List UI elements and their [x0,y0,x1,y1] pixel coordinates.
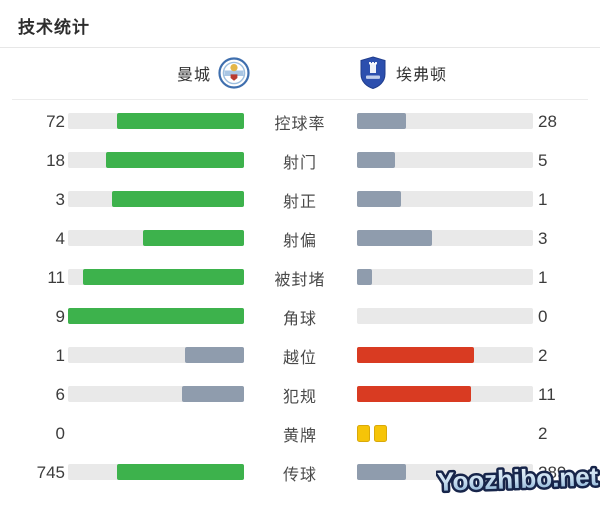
away-value: 0 [538,306,548,326]
stat-row: 9 角球 0 [0,297,600,336]
home-value: 745 [36,462,65,482]
home-bar-track [68,191,244,207]
stat-label: 射门 [282,154,317,172]
stat-label: 犯规 [282,388,317,406]
stat-label: 射正 [282,193,317,211]
away-bar-track [357,464,533,480]
home-bar-track [68,269,244,285]
stat-row: 18 射门 5 [0,141,600,180]
divider-top [0,47,600,48]
home-bar-fill [143,230,244,246]
away-bar-fill [357,386,471,402]
away-value: 289 [538,462,567,482]
away-bar-fill [357,464,407,480]
home-value: 1 [55,345,65,365]
away-value: 11 [538,384,556,404]
yellow-card-icon [357,425,370,442]
home-bar-track [68,308,244,324]
home-value: 11 [47,267,65,287]
watermark: Yoozhibo.net [434,454,600,500]
away-team-header: 埃弗顿 [357,56,447,90]
away-bar-track [357,191,533,207]
away-value: 28 [538,111,557,131]
stat-label: 射偏 [282,232,317,250]
home-bar-track [68,464,244,480]
home-value: 4 [55,228,65,248]
stat-row: 3 射正 1 [0,180,600,219]
stats-rows: 72 控球率 28 18 射门 5 3 射正 1 4 [0,102,600,492]
away-value: 1 [538,189,548,209]
home-bar-track [68,152,244,168]
away-value: 3 [538,228,548,248]
away-bar-fill [357,113,407,129]
stat-row: 4 射偏 3 [0,219,600,258]
away-bar-track [357,386,533,402]
away-bar-track [357,152,533,168]
home-bar-track [68,386,244,402]
stat-label: 越位 [282,349,317,367]
watermark-text: Yoozhibo.net [437,461,600,497]
home-bar-fill [106,152,244,168]
home-bar-track [68,230,244,246]
away-value: 1 [538,267,548,287]
home-value: 72 [46,111,65,131]
home-value: 6 [55,384,65,404]
stat-row: 6 犯规 11 [0,375,600,414]
yellow-card-icon [374,425,387,442]
stat-row: 1 越位 2 [0,336,600,375]
stat-label: 传球 [282,466,317,484]
away-bar-track [357,230,533,246]
away-bar-fill [357,347,475,363]
away-bar-fill [357,152,396,168]
away-value: 2 [538,423,548,443]
stat-row: 11 被封堵 1 [0,258,600,297]
away-team-name: 埃弗顿 [396,67,448,84]
away-cards [357,425,387,442]
stat-row: 0 黄牌 2 [0,414,600,453]
away-bar-track [357,269,533,285]
home-bar-fill [181,386,244,402]
home-team-header: 曼城 [177,56,250,90]
divider-header [12,99,588,100]
everton-badge-icon [357,56,389,90]
home-bar-fill [112,191,244,207]
home-bar-track [68,347,244,363]
home-bar-fill [185,347,244,363]
home-value: 9 [55,306,65,326]
home-bar-fill [68,308,244,324]
away-bar-fill [357,230,433,246]
home-value: 0 [55,423,65,443]
home-bar-track [68,113,244,129]
mancity-badge-icon [218,56,250,90]
stat-label: 黄牌 [282,427,317,445]
page-title: 技术统计 [18,18,90,37]
stat-row: 745 传球 289 [0,453,600,492]
away-bar-fill [357,191,401,207]
home-bar-fill [117,464,244,480]
away-bar-track [357,308,533,324]
away-bar-track [357,113,533,129]
stat-label: 角球 [282,310,317,328]
home-team-name: 曼城 [177,67,212,84]
home-bar-fill [82,269,244,285]
away-bar-fill [357,269,372,285]
stat-label: 控球率 [274,115,326,133]
away-value: 2 [538,345,548,365]
home-value: 3 [55,189,65,209]
home-bar-fill [117,113,244,129]
stat-label: 被封堵 [274,271,326,289]
home-value: 18 [46,150,65,170]
stat-row: 72 控球率 28 [0,102,600,141]
away-bar-track [357,347,533,363]
away-value: 5 [538,150,548,170]
